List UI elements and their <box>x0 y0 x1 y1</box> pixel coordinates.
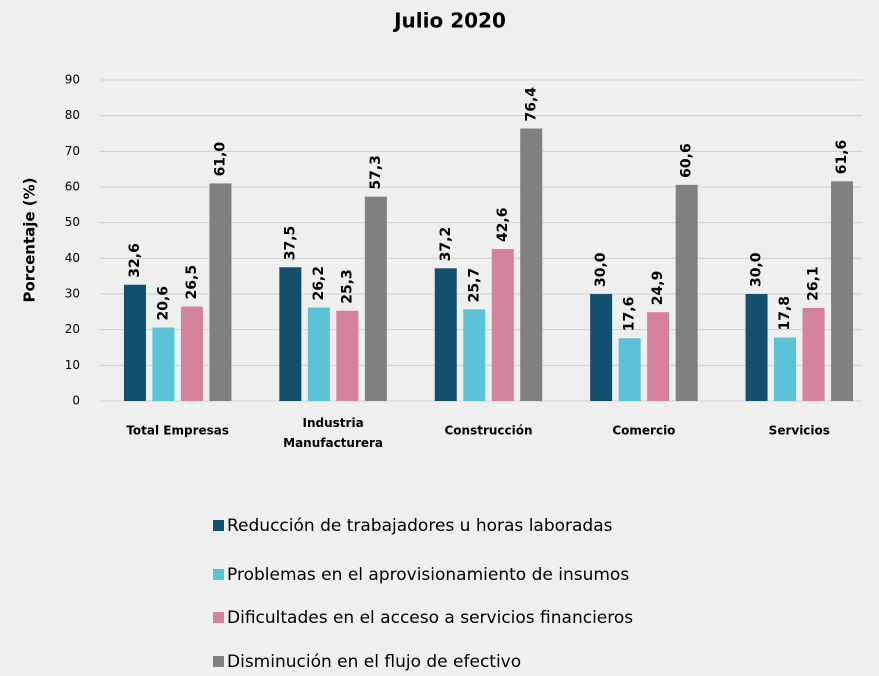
value-label: 24,9 <box>650 271 666 306</box>
legend-swatch <box>213 612 224 623</box>
x-tick-label: Comercio <box>612 424 675 438</box>
y-tick-label: 40 <box>65 251 80 265</box>
y-tick-label: 50 <box>65 215 80 229</box>
legend-label: Problemas en el aprovisionamiento de ins… <box>227 565 629 585</box>
value-label: 37,5 <box>282 226 298 261</box>
legend-swatch <box>213 656 224 667</box>
x-tick-label: Industria Manufacturera <box>283 416 383 450</box>
bar <box>831 181 854 401</box>
bar <box>745 294 768 401</box>
x-tick-label: Total Empresas <box>126 424 229 438</box>
value-label: 26,2 <box>311 266 327 301</box>
bar <box>123 284 146 401</box>
value-label: 57,3 <box>368 155 384 190</box>
legend-label: Dificultades en el acceso a servicios fi… <box>227 608 633 628</box>
value-label: 32,6 <box>127 243 143 278</box>
bar <box>463 309 486 401</box>
value-label: 30,0 <box>593 252 609 287</box>
x-tick-label: Servicios <box>769 424 830 438</box>
value-label: 61,0 <box>212 142 228 177</box>
value-label: 30,0 <box>749 252 765 287</box>
bar <box>307 307 330 401</box>
legend-swatch <box>213 520 224 531</box>
y-axis-label: Porcentaje (%) <box>21 177 39 302</box>
bar <box>618 338 641 401</box>
y-tick-label: 0 <box>72 394 80 408</box>
bar <box>152 327 175 401</box>
x-tick-label: Construcción <box>444 424 532 438</box>
value-label: 17,8 <box>777 296 793 331</box>
bar <box>675 184 698 401</box>
chart-title: Julio 2020 <box>392 9 506 33</box>
bar <box>336 310 359 401</box>
value-label: 25,7 <box>466 268 482 303</box>
bar <box>590 294 613 401</box>
y-tick-label: 80 <box>65 108 80 122</box>
bar <box>209 183 232 401</box>
value-label: 42,6 <box>495 208 511 243</box>
legend-swatch <box>213 569 224 580</box>
y-tick-label: 90 <box>65 73 80 87</box>
bar <box>802 307 825 401</box>
bar <box>434 268 457 401</box>
bar <box>180 306 203 401</box>
bar <box>774 337 797 401</box>
bar <box>364 196 387 401</box>
value-label: 26,1 <box>806 266 822 301</box>
y-tick-label: 10 <box>65 358 80 372</box>
y-tick-label: 30 <box>65 287 80 301</box>
bar <box>520 128 543 402</box>
value-label: 76,4 <box>523 87 539 122</box>
y-tick-label: 60 <box>65 180 80 194</box>
bar <box>491 249 514 401</box>
bar <box>279 267 302 401</box>
value-label: 61,6 <box>834 140 850 175</box>
value-label: 17,6 <box>622 297 638 332</box>
value-label: 25,3 <box>339 269 355 304</box>
value-label: 37,2 <box>438 227 454 262</box>
y-tick-label: 70 <box>65 144 80 158</box>
value-label: 26,5 <box>184 265 200 300</box>
bar <box>647 312 670 401</box>
legend-label: Reducción de trabajadores u horas labora… <box>227 516 613 536</box>
y-tick-label: 20 <box>65 322 80 336</box>
value-label: 20,6 <box>155 286 171 321</box>
value-label: 60,6 <box>679 143 695 178</box>
legend-label: Disminución en el flujo de efectivo <box>227 652 521 672</box>
